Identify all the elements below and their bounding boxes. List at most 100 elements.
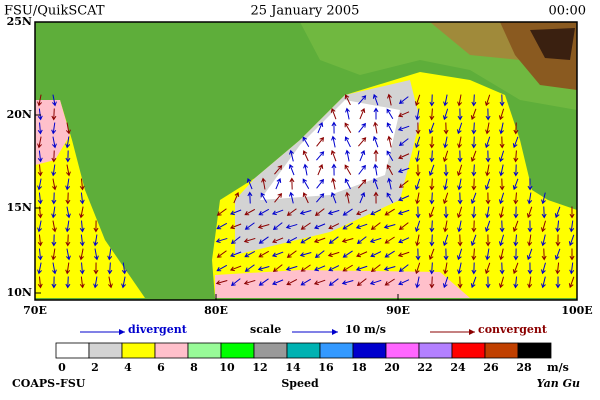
- sea-zone: [215, 270, 470, 298]
- wind-arrow: [317, 164, 324, 176]
- wind-arrow: [233, 192, 240, 204]
- colorbar-title: Speed: [281, 377, 319, 390]
- wind-arrow: [300, 222, 311, 230]
- wind-arrow: [415, 276, 420, 289]
- wind-arrow: [344, 136, 351, 148]
- wind-arrow: [107, 248, 113, 261]
- wind-arrow: [485, 122, 491, 135]
- wind-arrow: [79, 262, 85, 275]
- wind-arrow: [286, 237, 298, 244]
- wind-arrow: [285, 265, 298, 272]
- wind-arrow: [457, 276, 463, 289]
- wind-arrow: [327, 209, 340, 216]
- colorbar-swatch: [121, 342, 156, 359]
- colorbar-swatch: [187, 342, 222, 359]
- wind-arrow: [330, 107, 337, 120]
- colorbar-swatch: [286, 342, 321, 359]
- wind-arrow: [272, 264, 283, 273]
- wind-arrow: [258, 208, 270, 216]
- wind-arrow: [398, 138, 409, 146]
- wind-arrow: [330, 191, 337, 204]
- wind-arrow: [79, 178, 85, 191]
- wind-arrow: [302, 178, 310, 190]
- wind-arrow: [243, 237, 256, 244]
- wind-arrow: [386, 122, 394, 134]
- wind-arrow: [330, 149, 337, 162]
- wind-arrow: [257, 223, 270, 230]
- wind-arrow: [216, 250, 227, 258]
- wind-arrow: [271, 209, 284, 216]
- wind-arrow: [471, 164, 477, 177]
- wind-arrow: [484, 94, 491, 107]
- wind-arrow: [498, 108, 505, 121]
- wind-arrow: [429, 276, 435, 289]
- wind-arrow: [513, 150, 519, 163]
- wind-arrow: [372, 93, 379, 106]
- wind-arrow: [302, 150, 309, 162]
- wind-arrow: [93, 248, 99, 261]
- wind-arrow: [443, 94, 448, 107]
- wind-arrow: [65, 192, 71, 205]
- wind-arrow: [121, 276, 126, 289]
- terrain-peak: [530, 28, 575, 60]
- wind-arrow: [512, 178, 519, 191]
- wind-arrow: [541, 192, 546, 205]
- wind-arrow: [499, 206, 504, 219]
- wind-arrow: [499, 220, 505, 233]
- wind-arrow: [415, 164, 421, 177]
- colorbar-label: 22: [417, 361, 432, 374]
- lat-label: 25N: [7, 15, 32, 28]
- wind-arrow: [498, 276, 505, 289]
- wind-arrow: [51, 220, 57, 233]
- wind-arrow: [93, 262, 99, 275]
- wind-arrow: [470, 192, 477, 205]
- wind-arrow: [79, 206, 84, 219]
- wind-arrow: [398, 111, 410, 118]
- wind-arrow: [51, 206, 57, 219]
- wind-arrow: [37, 234, 43, 247]
- wind-arrow: [258, 278, 269, 286]
- wind-arrow: [302, 192, 309, 204]
- wind-arrow: [358, 164, 366, 175]
- wind-arrow: [470, 108, 477, 121]
- wind-arrow: [314, 223, 326, 230]
- wind-arrow: [229, 265, 242, 272]
- wind-arrow: [313, 237, 326, 244]
- wind-arrow: [471, 220, 477, 233]
- wind-arrow: [513, 192, 519, 205]
- legend-scale-value: 10 m/s: [345, 323, 386, 336]
- wind-arrow: [286, 279, 298, 286]
- wind-arrow: [355, 265, 368, 272]
- wind-arrow: [37, 248, 43, 261]
- wind-arrow: [443, 164, 449, 177]
- wind-arrow: [93, 276, 99, 289]
- colorbar-label: 20: [384, 361, 400, 374]
- colorbar-swatch: [385, 342, 420, 359]
- wind-arrow: [527, 262, 533, 275]
- colorbar-unit: m/s: [547, 361, 569, 374]
- wind-arrow: [513, 248, 519, 261]
- colorbar-swatch: [517, 342, 552, 359]
- wind-arrow: [286, 208, 297, 216]
- wind-arrow: [512, 262, 519, 275]
- wind-arrow: [457, 94, 463, 107]
- wind-arrow: [230, 278, 241, 287]
- wind-arrow: [442, 276, 449, 289]
- wind-vectors: [37, 93, 575, 289]
- wind-arrow: [398, 180, 409, 188]
- wind-arrow: [428, 206, 435, 219]
- wind-arrow: [37, 94, 42, 107]
- wind-arrow: [313, 279, 326, 286]
- wind-arrow: [555, 234, 561, 247]
- wind-arrow: [345, 107, 350, 120]
- wind-arrow: [51, 192, 57, 205]
- colorbar-label: 8: [190, 361, 198, 374]
- wind-arrow: [398, 195, 410, 202]
- wind-arrow: [342, 208, 353, 216]
- wind-arrow: [65, 122, 71, 135]
- wind-arrow: [443, 220, 449, 233]
- wind-arrow: [471, 262, 477, 275]
- wind-arrow: [345, 149, 350, 162]
- wind-arrow: [569, 220, 575, 233]
